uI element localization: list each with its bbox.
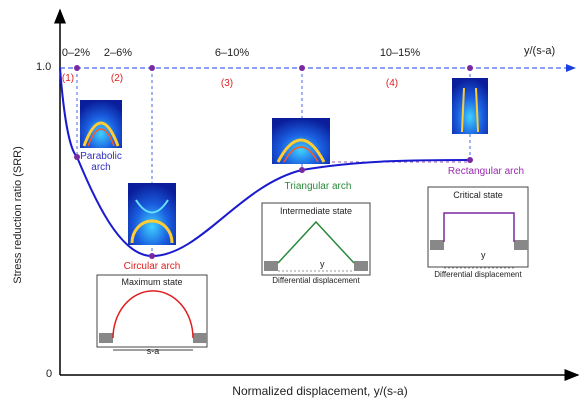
points: [74, 65, 473, 259]
srr-curve: [59, 67, 471, 258]
arch-label: Circular arch: [123, 261, 181, 272]
top-axis-label: y/(s-a): [524, 45, 556, 57]
inset-title: Maximum state: [121, 277, 183, 287]
arch-label: Triangular arch: [284, 181, 352, 192]
stage: (3): [220, 78, 234, 89]
range: 6–10%: [214, 47, 250, 59]
inset-dimension: s-a: [146, 346, 160, 356]
range: 0–2%: [61, 47, 91, 59]
arch-label: Parabolic arch: [80, 151, 122, 173]
range: 2–6%: [103, 47, 133, 59]
y-axis-label: Stress reduction ratio (SRR): [12, 146, 24, 284]
arch-label: Rectangular arch: [447, 166, 525, 177]
origin-label: 0: [46, 368, 53, 380]
inset-caption: Differential displacement: [272, 276, 360, 285]
stage: (2): [110, 73, 124, 84]
inset-critical: [427, 186, 529, 269]
stage: (4): [385, 78, 399, 89]
inset-dimension: y: [320, 259, 325, 269]
x-axis-label: Normalized displacement, y/(s-a): [232, 384, 408, 398]
inset-maximum: [96, 274, 208, 351]
inset-title: Intermediate state: [279, 206, 353, 216]
stage: (1): [61, 73, 75, 84]
inset-title: Critical state: [453, 190, 503, 200]
thermal-images: [80, 78, 488, 245]
inset-caption: Differential displacement: [434, 270, 522, 279]
y-top-label: 1.0: [36, 61, 52, 73]
inset-dimension: y: [481, 250, 486, 260]
range: 10–15%: [379, 47, 421, 59]
inset-intermediate: [261, 202, 371, 276]
